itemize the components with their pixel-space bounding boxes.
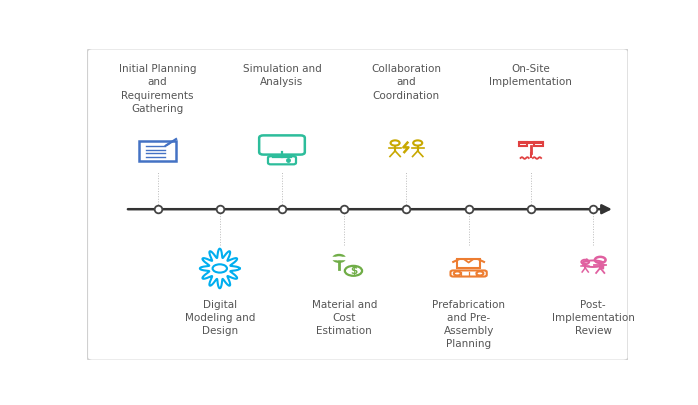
FancyBboxPatch shape <box>87 49 628 360</box>
Text: On-Site
Implementation: On-Site Implementation <box>489 64 572 87</box>
Text: $: $ <box>350 266 357 276</box>
Text: Collaboration
and
Coordination: Collaboration and Coordination <box>371 64 441 100</box>
Text: Material and
Cost
Estimation: Material and Cost Estimation <box>311 300 377 336</box>
Text: Post-
Implementation
Review: Post- Implementation Review <box>551 300 634 336</box>
Text: Digital
Modeling and
Design: Digital Modeling and Design <box>184 300 255 336</box>
Text: Initial Planning
and
Requirements
Gathering: Initial Planning and Requirements Gather… <box>119 64 196 114</box>
Text: Simulation and
Analysis: Simulation and Analysis <box>243 64 321 87</box>
Text: Prefabrication
and Pre-
Assembly
Planning: Prefabrication and Pre- Assembly Plannin… <box>432 300 505 349</box>
